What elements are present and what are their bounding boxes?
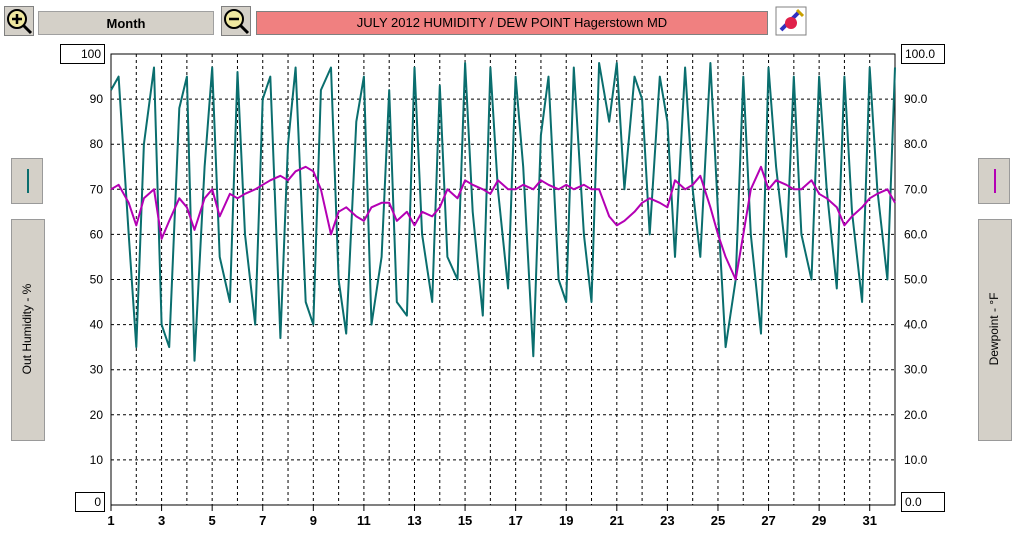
x-tick-label: 15 [458, 513, 472, 528]
dewpoint-legend-button[interactable] [978, 158, 1010, 204]
pencil-eraser-icon [775, 6, 807, 36]
right-tick-label: 40.0 [904, 318, 928, 332]
left-axis-panel[interactable]: Out Humidity - % [11, 219, 45, 441]
left-tick-label: 90 [90, 92, 104, 106]
period-selector[interactable]: Month [38, 11, 214, 35]
humidity-legend-swatch [27, 169, 29, 193]
zoom-in-icon [7, 9, 33, 35]
zoom-out-button[interactable] [221, 6, 251, 36]
right-tick-label: 10.0 [904, 453, 928, 467]
left-tick-label: 30 [90, 363, 104, 377]
dewpoint-legend-swatch [994, 169, 996, 193]
x-tick-label: 5 [209, 513, 216, 528]
x-tick-label: 1 [107, 513, 114, 528]
right-tick-label: 90.0 [904, 92, 928, 106]
edit-button[interactable] [775, 6, 807, 36]
x-tick-label: 29 [812, 513, 826, 528]
x-tick-label: 11 [357, 513, 371, 528]
plot-frame [110, 53, 896, 506]
left-tick-label: 20 [90, 408, 104, 422]
right-tick-label: 60.0 [904, 227, 928, 241]
left-axis-bottom-value: 0 [75, 492, 105, 512]
x-tick-label: 27 [761, 513, 775, 528]
left-tick-label: 60 [90, 227, 104, 241]
right-tick-label: 20.0 [904, 408, 928, 422]
left-tick-label: 80 [90, 137, 104, 151]
x-tick-label: 25 [711, 513, 725, 528]
zoom-in-button[interactable] [4, 6, 34, 36]
x-tick-label: 9 [310, 513, 317, 528]
x-tick-label: 17 [508, 513, 522, 528]
left-tick-label: 40 [90, 318, 104, 332]
left-tick-label: 70 [90, 182, 104, 196]
right-axis-label: Dewpoint - °F [987, 292, 1001, 366]
left-tick-label: 50 [90, 273, 104, 287]
zoom-out-icon [224, 9, 250, 35]
dewpoint-series-line [110, 165, 896, 281]
x-tick-label: 21 [610, 513, 624, 528]
left-axis-top-value: 100 [60, 44, 105, 64]
right-tick-label: 80.0 [904, 137, 928, 151]
humidity-series-line [110, 62, 896, 362]
right-axis-panel[interactable]: Dewpoint - °F [978, 219, 1012, 441]
right-axis-top-value: 100.0 [901, 44, 945, 64]
x-tick-label: 13 [407, 513, 421, 528]
humidity-legend-button[interactable] [11, 158, 43, 204]
x-tick-label: 31 [862, 513, 876, 528]
x-tick-label: 7 [259, 513, 266, 528]
x-tick-label: 19 [559, 513, 573, 528]
left-axis-label: Out Humidity - % [20, 283, 34, 375]
right-tick-label: 30.0 [904, 363, 928, 377]
x-tick-label: 3 [158, 513, 165, 528]
right-tick-label: 50.0 [904, 273, 928, 287]
right-axis-bottom-value: 0.0 [901, 492, 945, 512]
x-tick-label: 23 [660, 513, 674, 528]
right-tick-label: 70.0 [904, 182, 928, 196]
chart-title: JULY 2012 HUMIDITY / DEW POINT Hagerstow… [256, 11, 768, 35]
left-tick-label: 10 [90, 453, 104, 467]
